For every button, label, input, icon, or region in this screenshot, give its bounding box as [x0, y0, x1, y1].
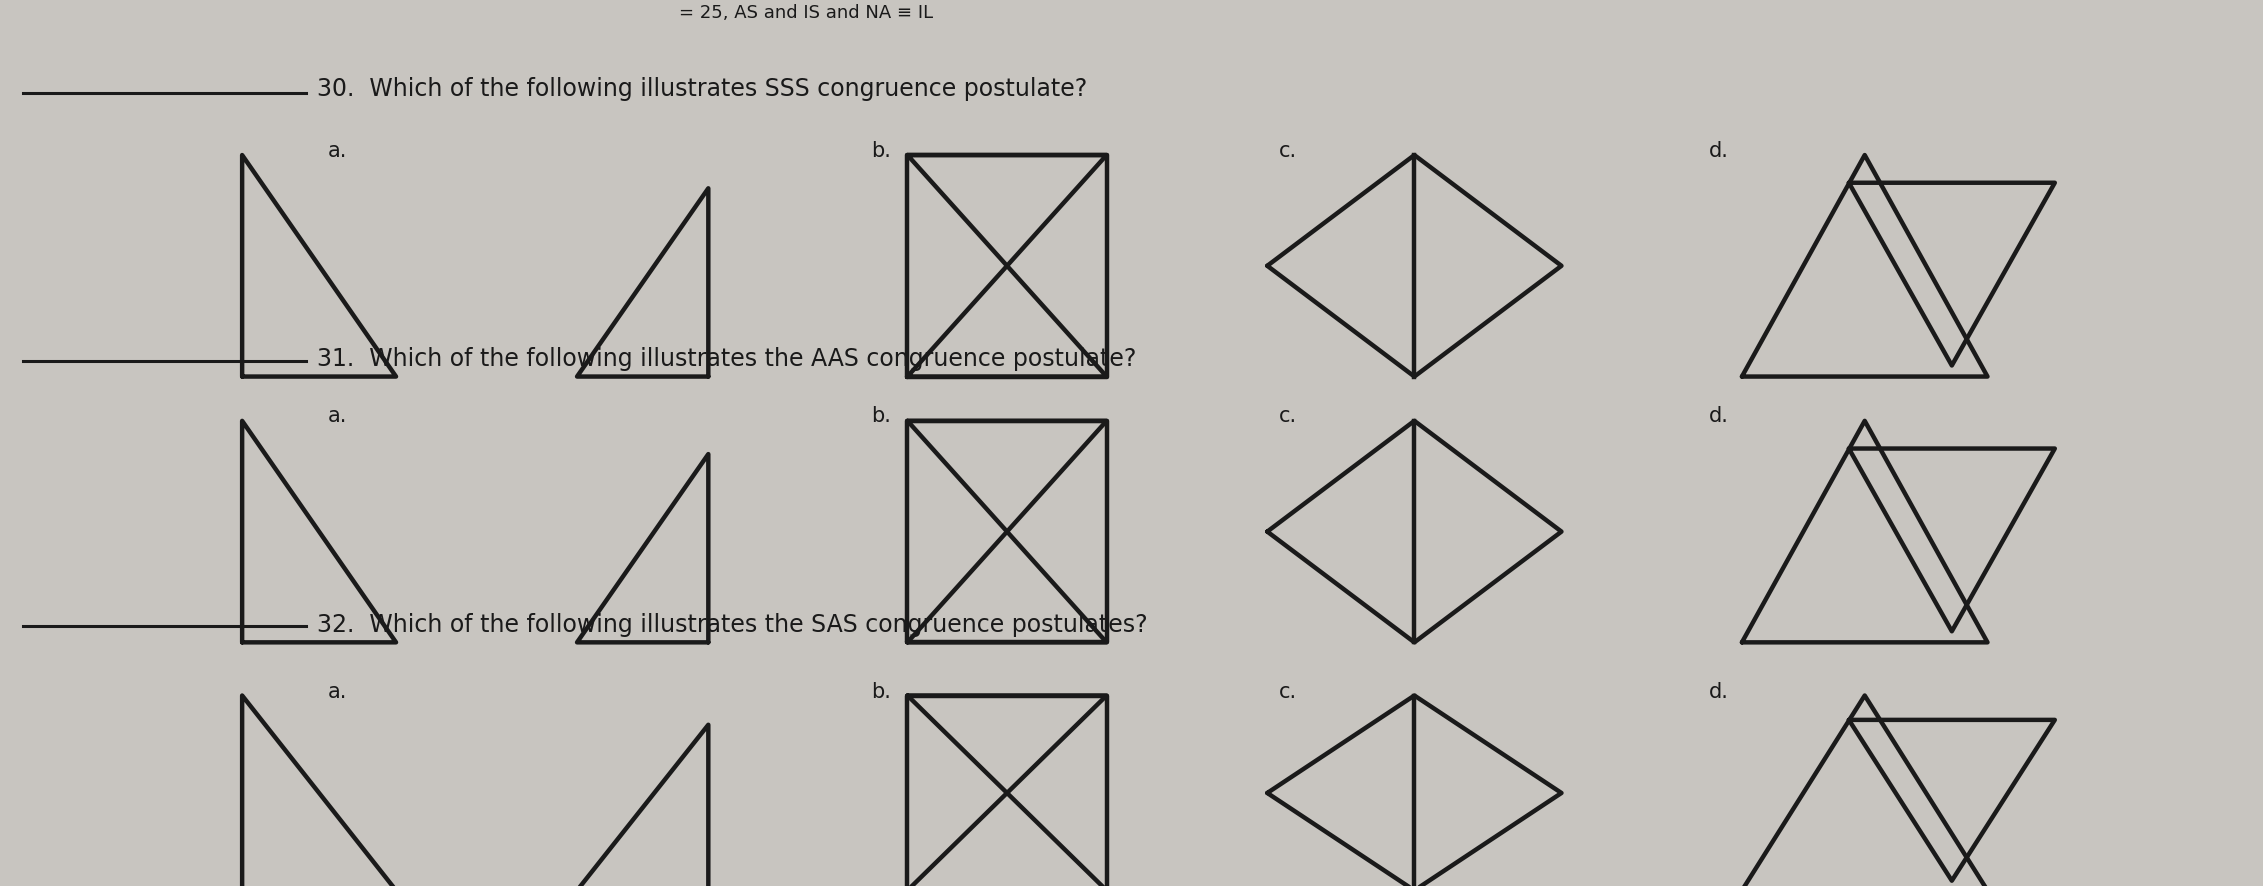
- Text: 32.  Which of the following illustrates the SAS congruence postulates?: 32. Which of the following illustrates t…: [317, 612, 1147, 637]
- Text: b.: b.: [871, 141, 892, 160]
- Text: 30.  Which of the following illustrates SSS congruence postulate?: 30. Which of the following illustrates S…: [317, 76, 1086, 101]
- Text: b.: b.: [871, 407, 892, 426]
- Text: 31.  Which of the following illustrates the AAS congruence postulate?: 31. Which of the following illustrates t…: [317, 346, 1136, 371]
- Text: c.: c.: [1279, 407, 1297, 426]
- Text: b.: b.: [871, 681, 892, 702]
- Text: d.: d.: [1709, 407, 1729, 426]
- Text: a.: a.: [328, 407, 349, 426]
- Text: a.: a.: [328, 681, 349, 702]
- Text: c.: c.: [1279, 141, 1297, 160]
- Text: c.: c.: [1279, 681, 1297, 702]
- Text: a.: a.: [328, 141, 349, 160]
- Text: d.: d.: [1709, 681, 1729, 702]
- Text: d.: d.: [1709, 141, 1729, 160]
- Text: = 25, AS and IS and NA ≡ IL: = 25, AS and IS and NA ≡ IL: [679, 4, 932, 22]
